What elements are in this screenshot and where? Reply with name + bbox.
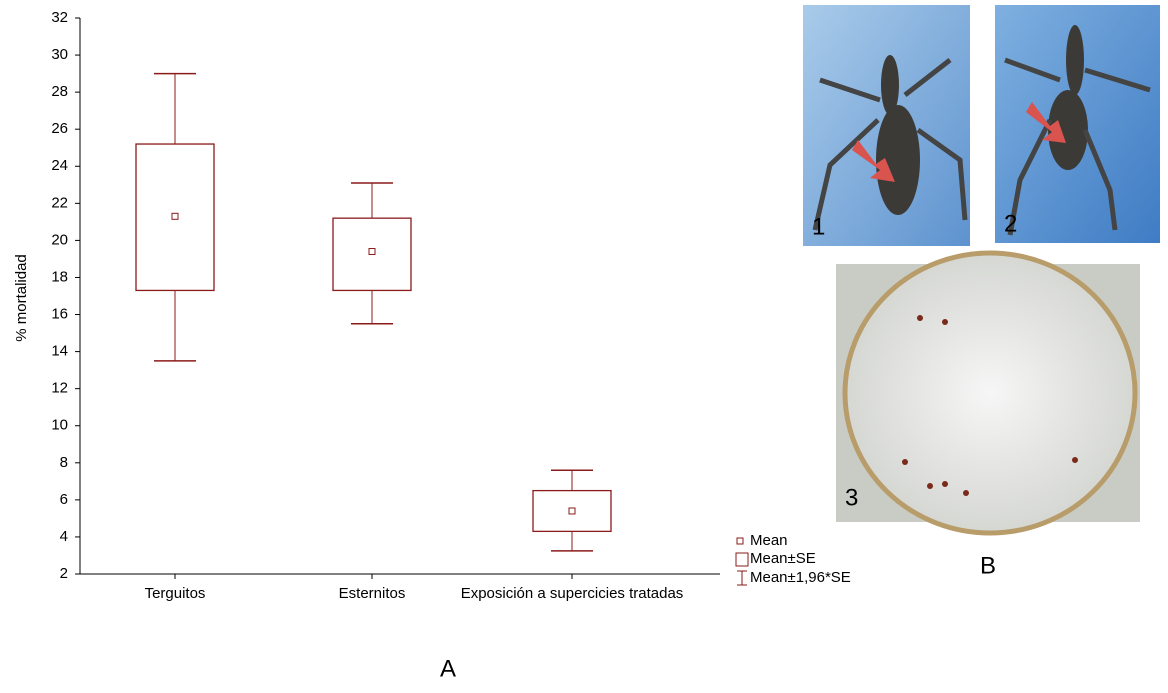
y-tick-label: 20 [51,231,68,248]
y-tick-label: 28 [51,83,68,100]
y-tick-label: 10 [51,417,68,434]
photo-label: 1 [812,213,825,240]
photo-1: 1 [803,5,970,246]
y-tick-label: 18 [51,268,68,285]
y-axis-label: % mortalidad [13,254,30,342]
photo-label: 3 [845,484,858,511]
y-tick-label: 2 [60,565,68,582]
legend-se-symbol [736,553,748,566]
y-tick-label: 16 [51,306,68,323]
y-tick-label: 30 [51,46,68,63]
mean-marker [172,213,178,219]
se-box [136,144,214,290]
y-tick-label: 12 [51,380,68,397]
legend-label: Mean±1,96*SE [750,569,851,586]
y-tick-label: 22 [51,194,68,211]
x-tick-label: Esternitos [339,585,406,602]
y-tick-label: 32 [51,9,68,26]
legend-label: Mean±SE [750,550,816,567]
y-tick-label: 6 [60,491,68,508]
x-tick-label: Terguitos [145,585,206,602]
figure: 1 2 3 B A % mortalidad 24681012141618202… [0,0,1168,688]
legend-mean-symbol [737,538,743,544]
legend-ci-symbol [737,571,747,585]
mean-marker [369,249,375,255]
photo-2: 2 [995,5,1160,243]
panel-label: B [980,552,996,579]
se-box [533,491,611,532]
y-tick-label: 8 [60,454,68,471]
panel-label: A [440,655,456,682]
photo-3: 3 [836,253,1140,533]
x-tick-label: Exposición a supercicies tratadas [461,585,684,602]
photo-label: 2 [1004,210,1017,237]
y-tick-label: 24 [51,157,68,174]
mean-marker [569,508,575,514]
y-tick-label: 26 [51,120,68,137]
legend-label: Mean [750,532,788,549]
y-tick-label: 14 [51,343,68,360]
y-tick-label: 4 [60,528,68,545]
